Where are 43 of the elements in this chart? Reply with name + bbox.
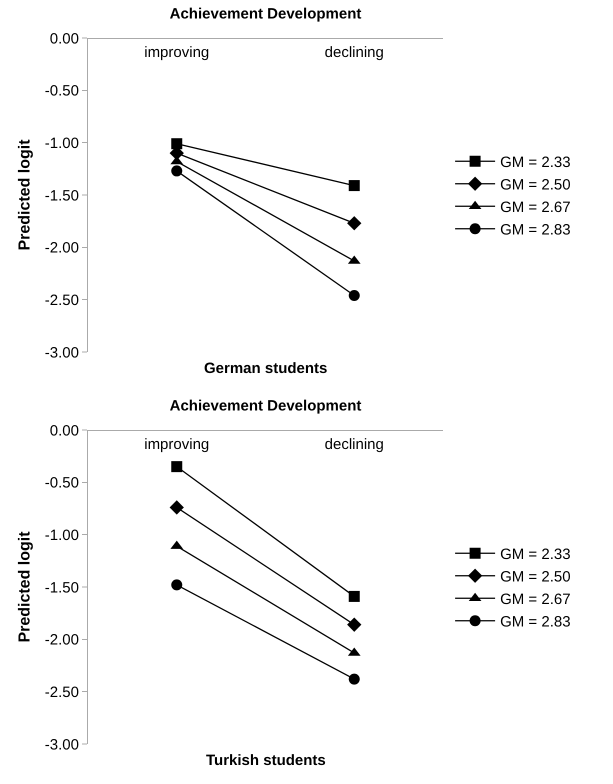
point bbox=[171, 138, 182, 150]
chart-title: Achievement Development bbox=[170, 398, 362, 414]
legend-label: GM = 2.83 bbox=[500, 614, 571, 631]
legend-label: GM = 2.50 bbox=[500, 176, 571, 194]
point bbox=[171, 579, 182, 590]
y-tick-label: -0.50 bbox=[44, 474, 79, 492]
x-axis-title: German students bbox=[204, 360, 328, 377]
x-tick-label: improving bbox=[144, 44, 210, 61]
point bbox=[348, 290, 360, 301]
x-tick-label: improving bbox=[144, 436, 210, 453]
y-tick-label: -3.00 bbox=[44, 344, 79, 362]
point bbox=[348, 180, 360, 192]
x-tick-label: declining bbox=[324, 44, 384, 61]
y-axis-title: Predicted logit bbox=[16, 530, 34, 643]
y-tick-label: 0.00 bbox=[50, 422, 79, 440]
point bbox=[348, 590, 360, 602]
y-tick-label: -1.50 bbox=[44, 187, 79, 204]
legend-label: GM = 2.83 bbox=[500, 222, 571, 239]
y-tick-label: -2.50 bbox=[44, 292, 79, 309]
legend-label: GM = 2.50 bbox=[500, 568, 571, 586]
y-tick-label: -1.00 bbox=[44, 134, 79, 152]
y-tick-label: -2.00 bbox=[44, 240, 79, 257]
point bbox=[171, 461, 182, 472]
point bbox=[347, 618, 362, 632]
y-tick-label: -0.50 bbox=[44, 82, 79, 100]
y-axis-title: Predicted logit bbox=[16, 138, 34, 251]
y-tick-label: -1.00 bbox=[44, 526, 79, 544]
point bbox=[348, 674, 360, 685]
chart-title: Achievement Development bbox=[170, 6, 362, 22]
point bbox=[347, 216, 362, 230]
legend-label: GM = 2.33 bbox=[500, 154, 571, 172]
legend-label: GM = 2.33 bbox=[500, 546, 571, 564]
legend-label: GM = 2.67 bbox=[500, 591, 571, 608]
point bbox=[170, 500, 184, 515]
y-tick-label: -1.50 bbox=[44, 579, 79, 596]
legend-label: GM = 2.67 bbox=[500, 199, 571, 216]
y-tick-label: 0.00 bbox=[50, 30, 79, 48]
y-tick-label: -2.50 bbox=[44, 684, 79, 701]
y-tick-label: -2.00 bbox=[44, 632, 79, 649]
x-tick-label: declining bbox=[324, 436, 384, 453]
x-axis-title: Turkish students bbox=[206, 752, 326, 769]
y-tick-label: -3.00 bbox=[44, 736, 79, 754]
point bbox=[171, 165, 182, 176]
